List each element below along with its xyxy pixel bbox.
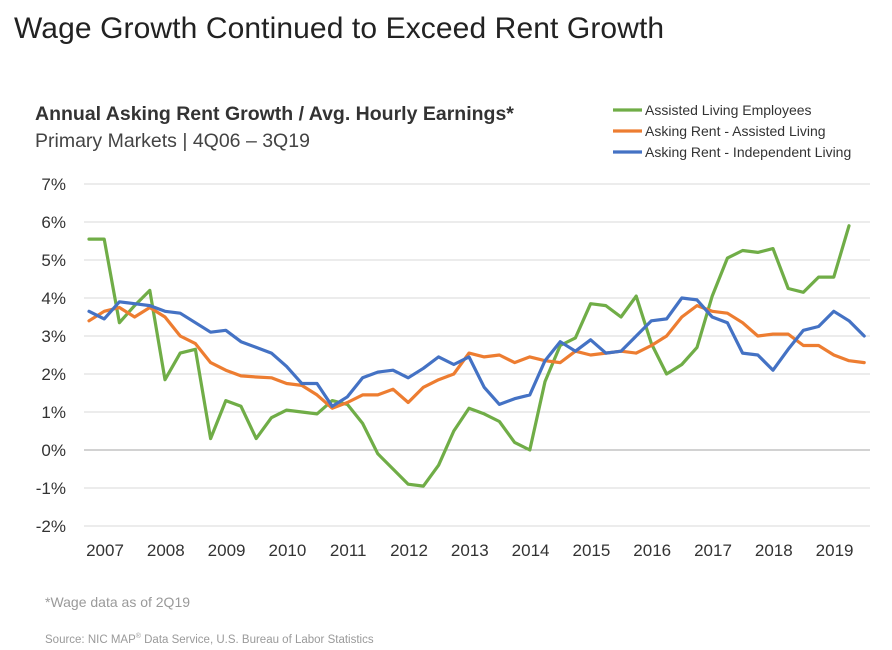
x-tick-label: 2017 <box>694 541 732 560</box>
y-tick-label: 5% <box>41 251 66 270</box>
footnote: *Wage data as of 2Q19 <box>45 594 191 610</box>
x-tick-label: 2009 <box>208 541 246 560</box>
x-tick-label: 2015 <box>572 541 610 560</box>
y-tick-label: 1% <box>41 403 66 422</box>
chart-title: Annual Asking Rent Growth / Avg. Hourly … <box>35 103 514 125</box>
series-lines <box>87 224 866 488</box>
series-line-asking-rent-independent-living <box>87 296 866 408</box>
source-sup: ® <box>135 633 141 640</box>
y-tick-label: 7% <box>41 175 66 194</box>
page-title: Wage Growth Continued to Exceed Rent Gro… <box>14 12 665 45</box>
x-tick-label: 2014 <box>512 541 550 560</box>
x-tick-label: 2007 <box>86 541 124 560</box>
x-tick-label: 2011 <box>330 541 367 560</box>
y-tick-label: 2% <box>41 365 66 384</box>
y-axis-ticks: -2% -1% 0% 1% 2% 3% 4% 5% 6% 7% <box>36 175 66 536</box>
series-line-assisted-living-employees <box>87 224 851 488</box>
x-tick-label: 2016 <box>633 541 671 560</box>
legend-label: Asking Rent - Independent Living <box>645 144 851 160</box>
x-axis-ticks: 2007 2008 2009 2010 2011 2012 2013 2014 2015 2016… <box>86 541 853 560</box>
x-tick-label: 2019 <box>816 541 854 560</box>
x-tick-label: 2008 <box>147 541 185 560</box>
y-tick-label: 6% <box>41 213 66 232</box>
chart-subtitle: Primary Markets | 4Q06 – 3Q19 <box>35 130 310 152</box>
source-prefix: Source: NIC MAP <box>45 633 136 646</box>
y-tick-label: 4% <box>41 289 66 308</box>
series-line-asking-rent-assisted-living <box>87 304 866 410</box>
x-tick-label: 2010 <box>268 541 306 560</box>
legend-label: Assisted Living Employees <box>645 102 812 118</box>
source-suffix: Data Service, U.S. Bureau of Labor Stati… <box>140 633 374 646</box>
y-tick-label: 3% <box>41 327 66 346</box>
x-tick-label: 2013 <box>451 541 489 560</box>
x-tick-label: 2018 <box>755 541 793 560</box>
legend: Assisted Living Employees Asking Rent - A… <box>613 102 851 160</box>
y-tick-label: -1% <box>36 479 66 498</box>
source-note: Source: NIC MAP® Data Service, U.S. Bure… <box>45 633 374 646</box>
legend-label: Asking Rent - Assisted Living <box>645 123 826 139</box>
y-tick-label: 0% <box>41 441 66 460</box>
y-tick-label: -2% <box>36 517 66 536</box>
x-tick-label: 2012 <box>390 541 428 560</box>
